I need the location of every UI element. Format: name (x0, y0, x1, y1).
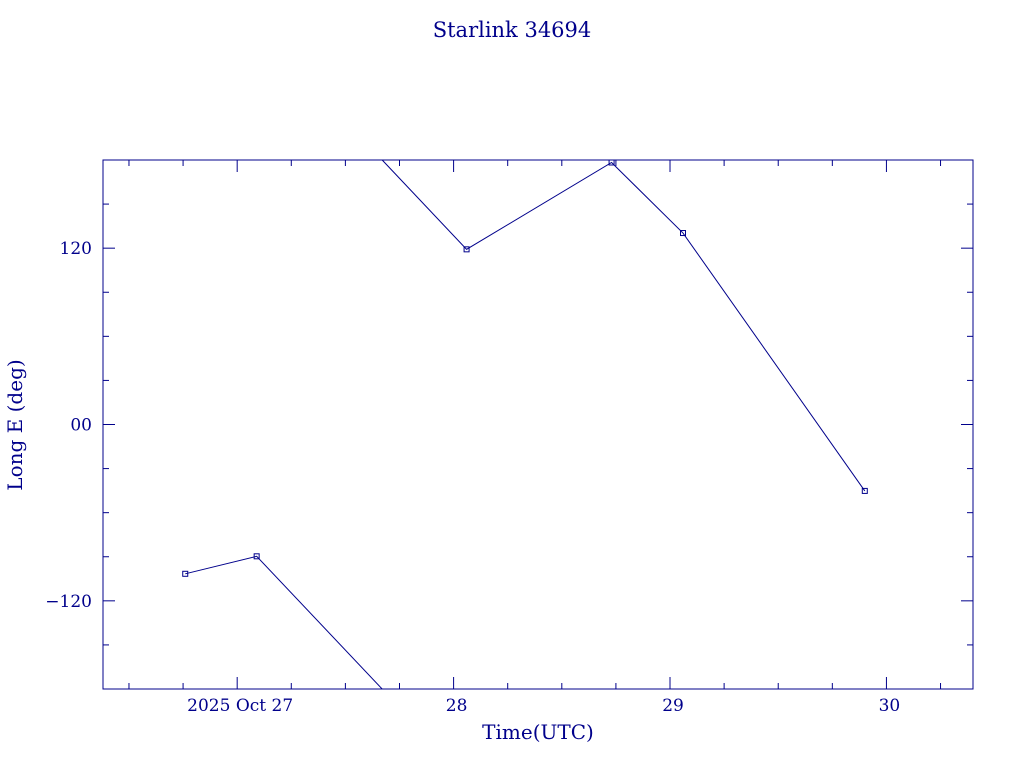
x-tick-label: 2025 Oct 27 (187, 696, 293, 716)
x-tick-label: 29 (662, 696, 684, 716)
data-point (182, 570, 189, 577)
plot-frame (102, 159, 974, 690)
axis-ticks (103, 159, 973, 690)
y-tick-label: −120 (45, 592, 92, 612)
series-longitude (182, 159, 868, 690)
data-point (680, 230, 686, 237)
data-point (463, 246, 470, 253)
y-axis-label: Long E (deg) (3, 359, 27, 490)
chart-title: Starlink 34694 (433, 18, 592, 42)
x-tick-label: 30 (879, 696, 901, 716)
y-tick-label: 120 (60, 239, 92, 259)
tick-labels: 2025 Oct 27 28 29 30 120 00 −120 (45, 239, 900, 716)
series-line (381, 159, 866, 492)
data-point (861, 487, 868, 494)
data-point (608, 159, 615, 166)
series-line (185, 555, 383, 690)
x-axis-label: Time(UTC) (482, 720, 594, 744)
data-point (253, 553, 260, 560)
y-tick-label: 00 (70, 416, 92, 436)
x-tick-label: 28 (446, 696, 468, 716)
